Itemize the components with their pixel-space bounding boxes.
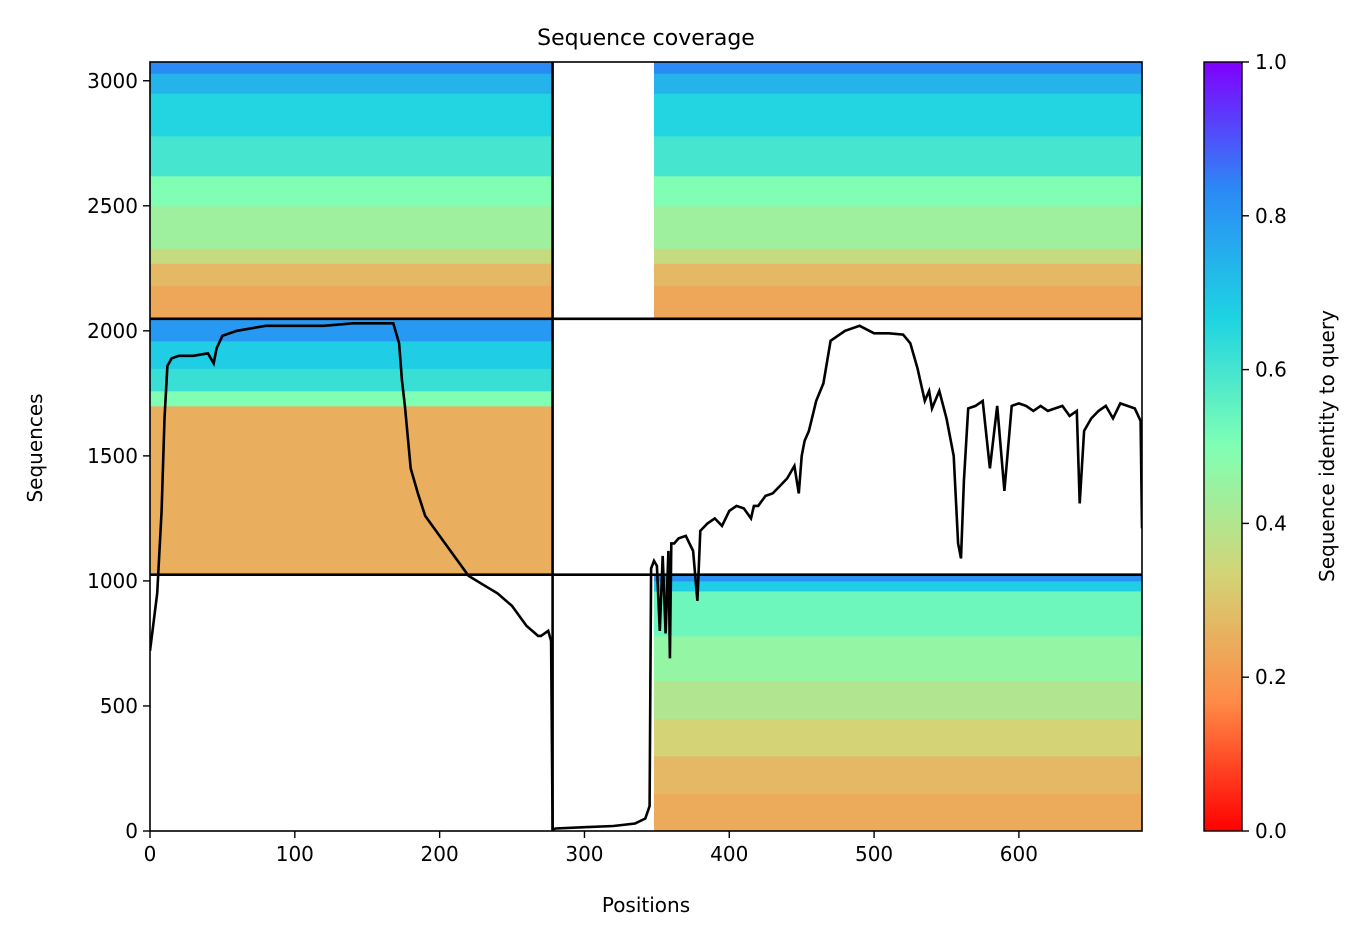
coverage-band [150,62,553,74]
coverage-line [150,322,1142,831]
x-axis-label: Positions [602,893,690,917]
x-tick-label: 100 [276,842,314,866]
coverage-band [653,574,1142,582]
coverage-band [653,205,1142,249]
colorbar-tick-label: 0.2 [1255,665,1287,689]
x-tick-label: 300 [565,842,603,866]
chart-title: Sequence coverage [537,26,755,51]
coverage-band [653,62,1142,74]
x-tick-label: 0 [144,842,157,866]
x-axis: 0 100 200 300 400 500 600 [144,831,1038,866]
coverage-band [150,93,553,137]
coverage-band [150,285,553,320]
coverage-band [150,368,553,392]
y-tick-label: 1000 [87,569,138,593]
coverage-band [653,248,1142,264]
coverage-band [653,590,1142,637]
coverage-band [653,680,1142,719]
colorbar-tick-label: 0.8 [1255,204,1287,228]
y-tick-label: 3000 [87,69,138,93]
colorbar-tick-label: 1.0 [1255,50,1287,74]
colorbar-tick-label: 0.0 [1255,819,1287,843]
coverage-band [150,390,553,407]
coverage-band [150,73,553,94]
plot-area [150,62,1142,831]
colorbar-tick-label: 0.4 [1255,511,1287,535]
y-tick-label: 0 [125,819,138,843]
colorbar-tick-label: 0.6 [1255,358,1287,382]
y-axis-label: Sequences [23,393,47,502]
coverage-band [653,580,1142,592]
coverage-band [150,405,553,576]
coverage-band [653,635,1142,682]
y-axis: 0 500 1000 1500 2000 2500 3000 [87,69,150,843]
coverage-band [653,73,1142,94]
coverage-band [653,93,1142,137]
coverage-band [150,205,553,249]
x-tick-label: 400 [710,842,748,866]
coverage-band [150,248,553,264]
colorbar-gradient [1203,61,1243,832]
coverage-band [150,318,553,342]
y-tick-label: 2000 [87,319,138,343]
coverage-band [653,263,1142,287]
coverage-blocks [150,62,1142,831]
y-tick-label: 2500 [87,194,138,218]
coverage-band [150,340,553,369]
colorbar-label: Sequence identity to query [1315,310,1339,582]
coverage-band [150,263,553,287]
y-tick-label: 1500 [87,444,138,468]
coverage-band [150,135,553,177]
plot-frame [149,61,1143,832]
colorbar: 0.0 0.2 0.4 0.6 0.8 1.0 Sequence identity to … [1203,50,1339,843]
coverage-band [653,175,1142,207]
coverage-band [653,135,1142,177]
x-tick-label: 600 [1000,842,1038,866]
coverage-band [653,718,1142,757]
coverage-band [653,755,1142,794]
coverage-band [653,285,1142,320]
y-tick-label: 500 [100,694,138,718]
x-tick-label: 500 [855,842,893,866]
x-tick-label: 200 [421,842,459,866]
colorbar-ticks: 0.0 0.2 0.4 0.6 0.8 1.0 [1242,50,1287,843]
coverage-band [653,793,1142,831]
coverage-band [150,175,553,207]
